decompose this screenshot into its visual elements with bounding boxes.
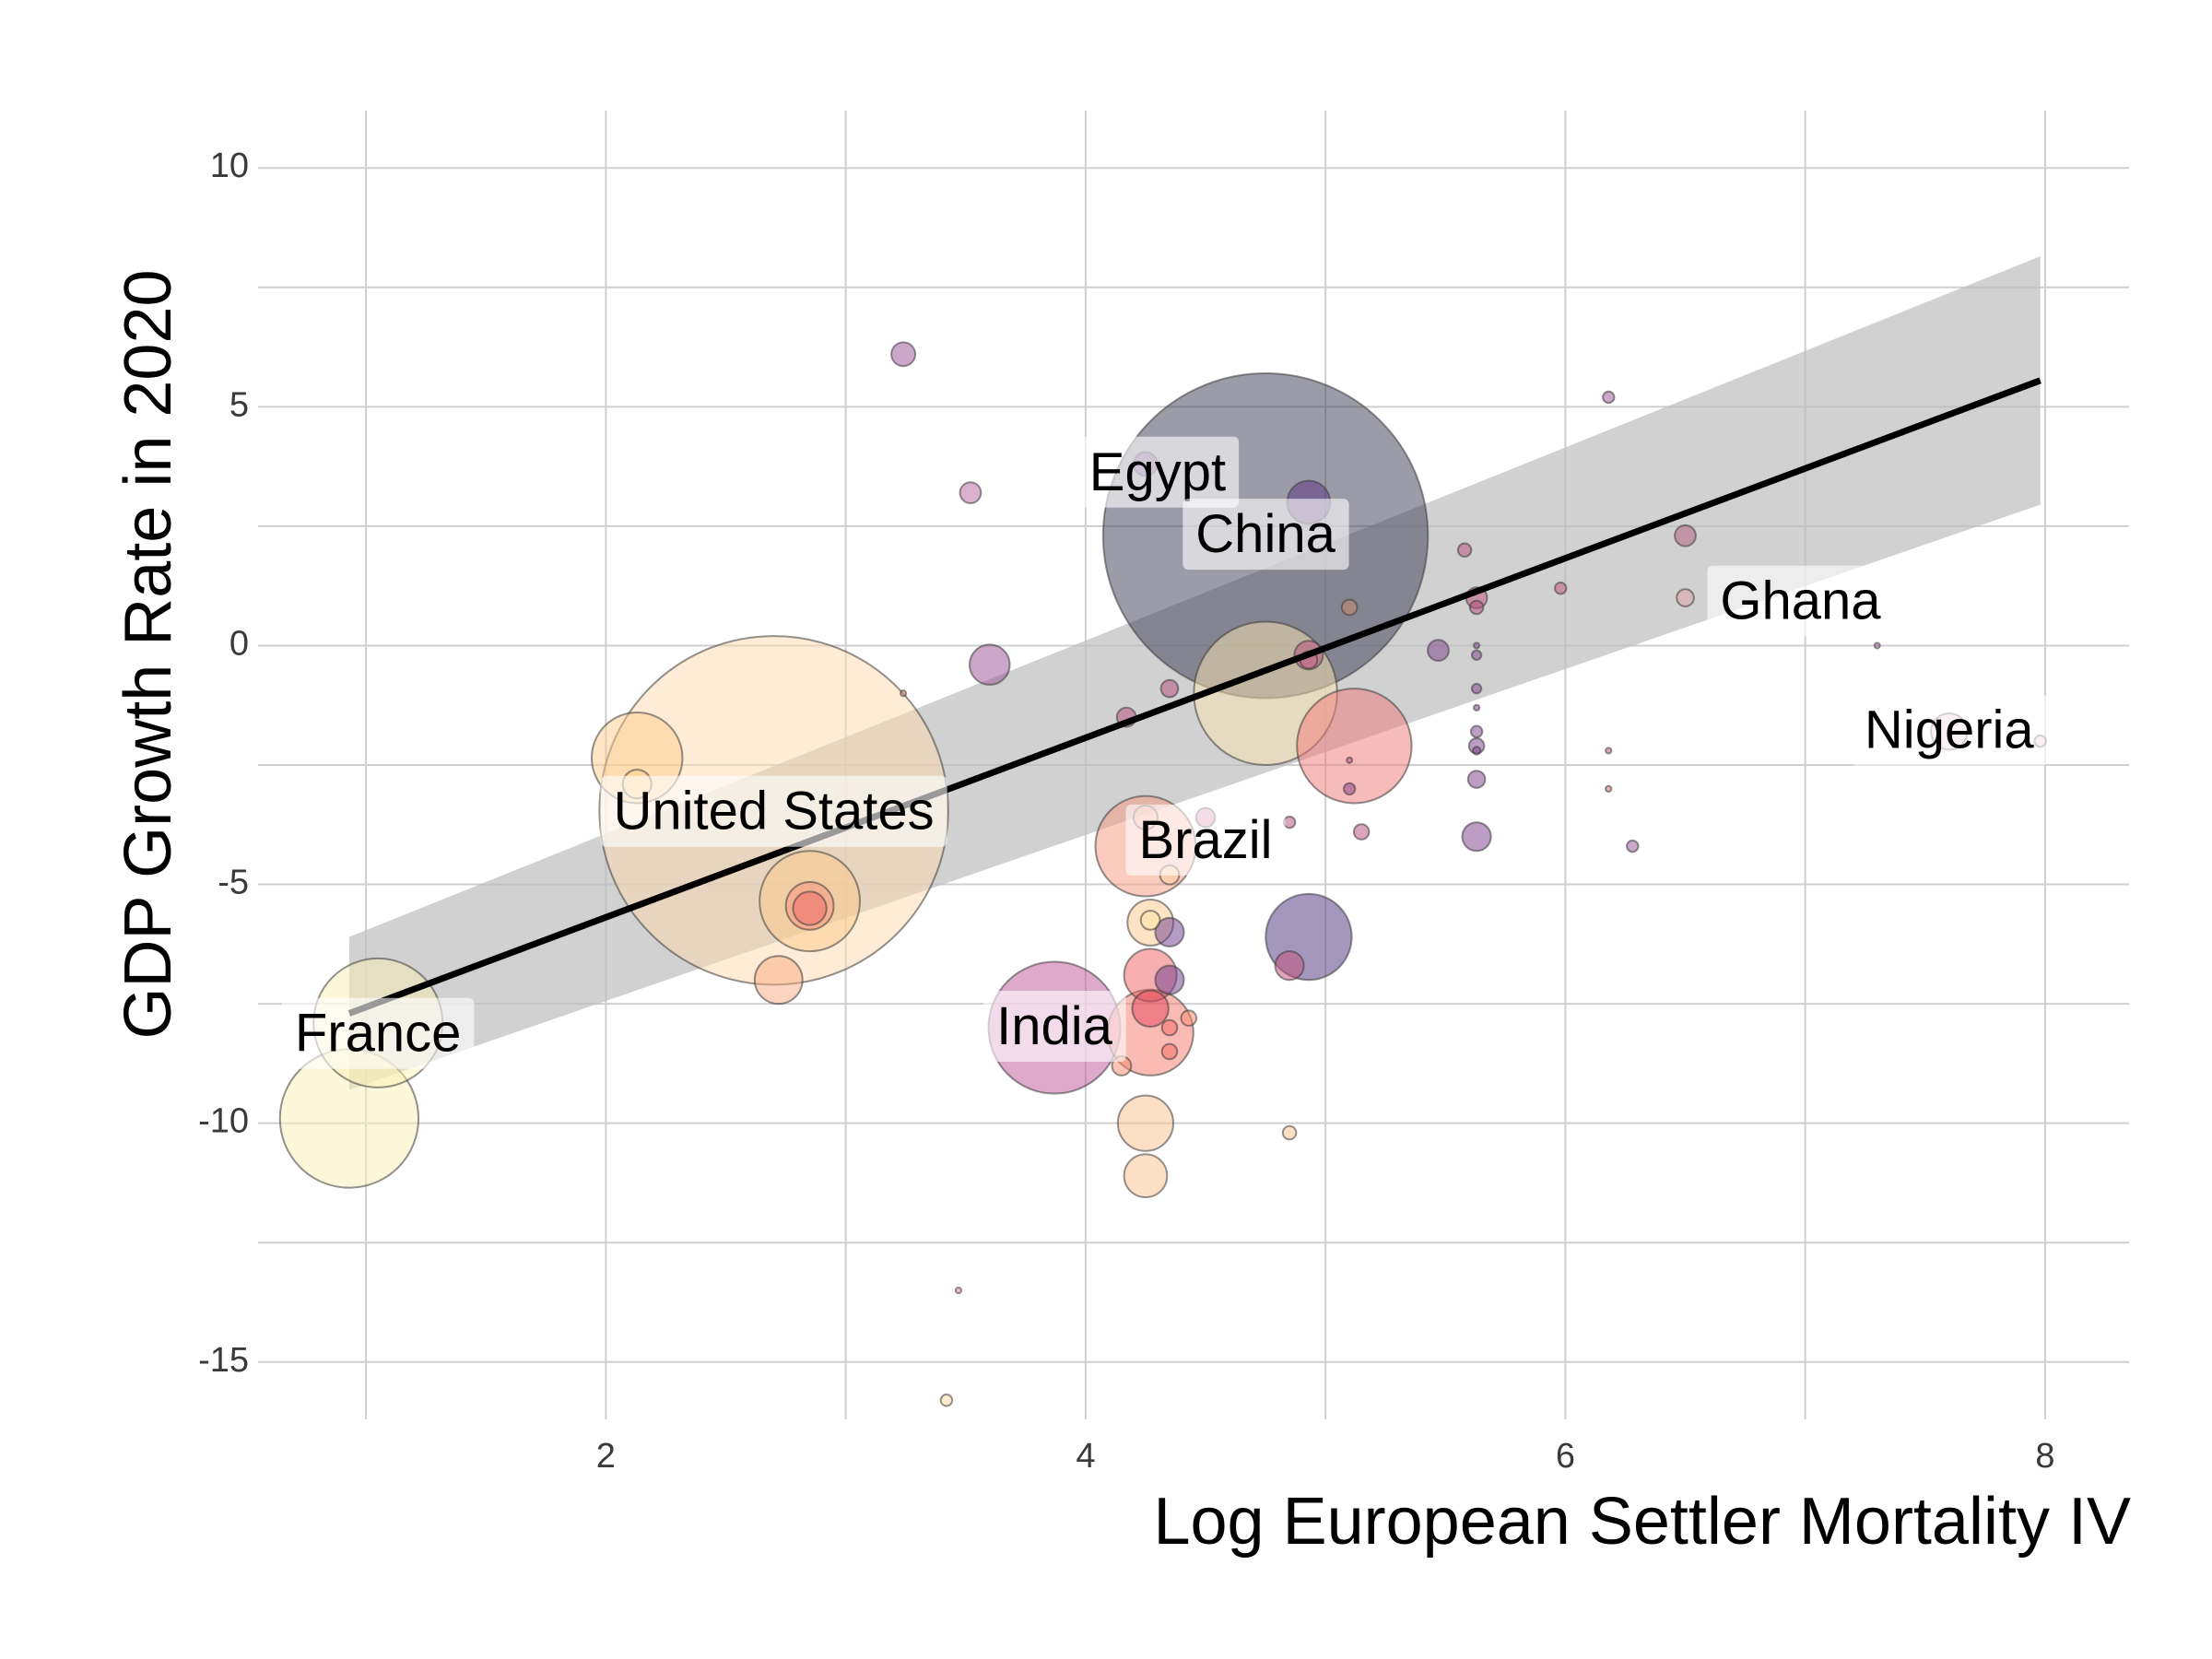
- data-point: [1131, 989, 1170, 1028]
- label-brazil: Brazil: [1125, 804, 1286, 876]
- data-point: [1154, 964, 1185, 995]
- data-point: [1471, 746, 1482, 756]
- regression-line: [347, 377, 2041, 1017]
- data-point: [1472, 641, 1481, 650]
- label-text: France: [295, 1004, 462, 1064]
- data-point: [1340, 598, 1359, 617]
- data-point: [890, 341, 917, 368]
- data-point: [1123, 1153, 1169, 1199]
- label-egypt: Egypt: [1076, 436, 1240, 508]
- x-axis-title: Log European Settler Mortality IV: [1153, 1485, 2131, 1559]
- y-tick-label: 5: [229, 385, 249, 424]
- y-tick-label: 10: [210, 147, 249, 185]
- data-point: [1553, 582, 1568, 595]
- x-tick-label: 6: [1556, 1437, 1575, 1476]
- label-nigeria: Nigeria: [1851, 694, 2048, 766]
- y-axis-title: GDP Growth Rate in 2020: [112, 269, 185, 1039]
- data-point: [1873, 641, 1881, 650]
- point-ghana: [1676, 588, 1695, 607]
- label-united-states: United States: [600, 775, 947, 847]
- label-text: China: [1195, 504, 1335, 564]
- data-point: [1468, 599, 1485, 616]
- data-point: [1602, 390, 1616, 405]
- y-tick-label: 0: [229, 624, 249, 663]
- data-point: [1427, 639, 1450, 663]
- data-point: [1469, 724, 1484, 738]
- data-point: [1461, 821, 1492, 853]
- label-text: Ghana: [1720, 571, 1881, 631]
- label-france: France: [281, 997, 475, 1069]
- data-point: [1160, 1018, 1179, 1037]
- data-point: [1139, 910, 1161, 931]
- data-point: [954, 1286, 963, 1295]
- label-ghana: Ghana: [1707, 565, 1895, 637]
- y-tick-label: -15: [198, 1341, 249, 1380]
- label-box: [1125, 804, 1286, 876]
- label-box: [281, 997, 475, 1069]
- label-box: [1076, 436, 1240, 508]
- data-point: [1472, 703, 1481, 712]
- data-point: [1470, 682, 1483, 695]
- label-box: [1851, 694, 2048, 766]
- data-point: [1605, 784, 1613, 794]
- fit-line: [347, 377, 2041, 1017]
- y-tick-label: -5: [218, 864, 249, 902]
- data-point: [939, 1394, 954, 1407]
- label-text: Egypt: [1089, 442, 1226, 502]
- data-point: [1154, 916, 1185, 947]
- label-text: Nigeria: [1865, 700, 2034, 760]
- data-point: [1674, 524, 1697, 547]
- label-box: [983, 990, 1126, 1062]
- data-point: [1282, 815, 1297, 830]
- data-point: [1160, 1042, 1179, 1061]
- data-point: [1605, 747, 1613, 755]
- x-tick-label: 8: [2035, 1437, 2054, 1476]
- label-text: Brazil: [1138, 810, 1272, 870]
- data-point: [1346, 756, 1354, 764]
- data-point: [1274, 950, 1305, 982]
- data-point: [792, 890, 828, 926]
- data-point: [1116, 1094, 1175, 1152]
- label-text: United States: [613, 782, 934, 841]
- label-china: China: [1182, 499, 1349, 571]
- x-tick-label: 4: [1076, 1437, 1095, 1476]
- label-india: India: [983, 990, 1126, 1062]
- label-box: [1182, 499, 1349, 571]
- label-box: [1707, 565, 1895, 637]
- data-point: [1342, 782, 1357, 796]
- data-point: [1456, 542, 1473, 559]
- label-box: [600, 775, 947, 847]
- data-point: [1626, 839, 1640, 853]
- data-point: [959, 481, 982, 504]
- data-point: [1281, 1124, 1298, 1141]
- data-point: [753, 955, 804, 1006]
- data-point: [1352, 823, 1371, 841]
- data-point: [1159, 678, 1180, 699]
- data-point: [1180, 1009, 1198, 1027]
- data-point: [1470, 649, 1483, 661]
- data-point: [1296, 688, 1413, 805]
- label-text: India: [996, 996, 1113, 1056]
- x-tick-label: 2: [596, 1437, 616, 1476]
- axis-ticks: 2 4 6 8 10 5 0 -5 -10 -15: [198, 147, 2054, 1476]
- data-point: [969, 643, 1011, 686]
- data-point: [1466, 770, 1487, 789]
- y-tick-label: -10: [198, 1102, 249, 1141]
- data-point: [899, 689, 908, 698]
